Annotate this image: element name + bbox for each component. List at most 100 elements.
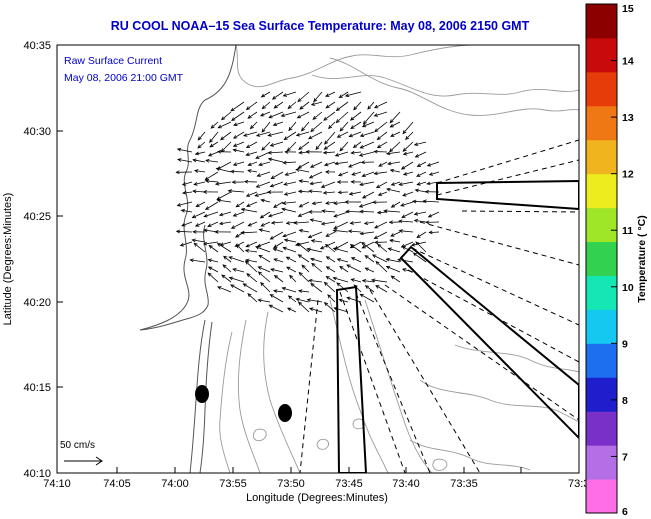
current-vector (416, 231, 427, 238)
current-vector (261, 199, 271, 203)
current-vector-head (235, 233, 240, 238)
current-vector-head (323, 116, 328, 121)
current-vector (350, 121, 362, 129)
current-vector-head (412, 252, 418, 257)
current-vector-head (416, 173, 421, 177)
scale-arrow (64, 456, 103, 466)
temperature-colorbar (586, 4, 617, 514)
current-vector (324, 302, 336, 313)
current-vector-head (376, 144, 382, 149)
current-vector (333, 247, 349, 253)
current-vector-head (256, 173, 261, 177)
current-vector (261, 121, 271, 133)
current-vector (312, 111, 323, 120)
current-vector (391, 275, 401, 283)
current-vector (389, 141, 401, 152)
current-vector (336, 101, 349, 111)
current-vector-head (257, 298, 262, 303)
current-vector-head (230, 225, 236, 229)
colorbar-tick-label: 15 (622, 3, 634, 15)
current-vector-head (320, 221, 326, 226)
current-vector (273, 258, 284, 263)
current-vector (308, 231, 323, 238)
current-vector (203, 241, 219, 245)
current-vector-head (373, 149, 378, 154)
current-vector (283, 91, 297, 97)
current-vector-head (333, 213, 338, 218)
current-vector (296, 298, 310, 303)
current-vector (247, 111, 258, 119)
current-vector (258, 161, 271, 166)
colorbar-segment (586, 241, 617, 276)
current-vector-head (389, 123, 394, 128)
current-vector (271, 221, 284, 224)
current-vector-head (181, 190, 187, 195)
current-vector (362, 241, 375, 249)
current-vector (337, 131, 349, 138)
current-vector (310, 219, 323, 223)
current-vector (374, 111, 388, 117)
current-vector-head (350, 179, 355, 184)
current-vector-head (245, 193, 251, 197)
current-vector (176, 230, 193, 233)
current-vector (247, 293, 258, 303)
current-vector (336, 282, 349, 293)
current-vector-head (414, 188, 420, 193)
current-vector-head (207, 272, 212, 277)
current-vector (360, 131, 375, 137)
current-vector-head (286, 266, 291, 271)
current-vector (208, 151, 219, 157)
current-vector (208, 259, 219, 263)
current-vector-head (298, 179, 303, 183)
current-vector (298, 272, 310, 283)
current-vector (232, 268, 245, 273)
current-vector (236, 244, 245, 253)
current-vector-head (346, 264, 351, 268)
current-vector-head (194, 151, 200, 156)
current-vector-head (371, 254, 377, 259)
current-vector (386, 151, 401, 155)
current-vector-head (389, 148, 394, 153)
y-tick-label: 40:25 (23, 211, 51, 223)
current-vector-head (336, 258, 341, 262)
current-vector (365, 267, 375, 273)
current-vector (298, 254, 310, 263)
current-vector-head (338, 94, 343, 99)
current-vector-head (259, 112, 265, 117)
current-vector-head (217, 286, 222, 290)
current-vector-head (203, 228, 208, 233)
current-vector-head (299, 105, 304, 110)
current-vector-head (398, 219, 403, 224)
current-vector (412, 200, 427, 203)
current-vector (296, 169, 310, 173)
current-vector-head (359, 182, 364, 186)
current-vector (327, 294, 336, 303)
current-vector (377, 211, 388, 214)
current-vector (298, 301, 310, 313)
current-vector-head (273, 104, 278, 109)
current-vector-head (325, 93, 330, 97)
current-vector-head (336, 282, 341, 287)
current-vector-head (344, 200, 349, 204)
colorbar-tick-label: 12 (622, 169, 634, 181)
current-vector-head (227, 189, 232, 193)
current-vector-head (289, 274, 294, 279)
current-vector-head (350, 257, 356, 261)
current-vector-head (315, 145, 320, 151)
current-vectors (175, 91, 440, 313)
colorbar-tick-label: 11 (622, 225, 633, 237)
current-vector (411, 241, 427, 246)
colorbar-segment (586, 309, 617, 344)
current-vector-head (306, 247, 311, 252)
current-vector (217, 286, 232, 293)
current-vector-head (422, 199, 427, 204)
current-vector (364, 221, 375, 224)
current-vector-head (283, 192, 289, 196)
x-tick-label: 73:3 (568, 478, 589, 490)
current-vector (256, 181, 271, 188)
current-vector-head (281, 286, 286, 291)
current-vector-head (353, 106, 358, 111)
current-vector-head (285, 221, 291, 225)
current-vector-head (400, 203, 405, 207)
